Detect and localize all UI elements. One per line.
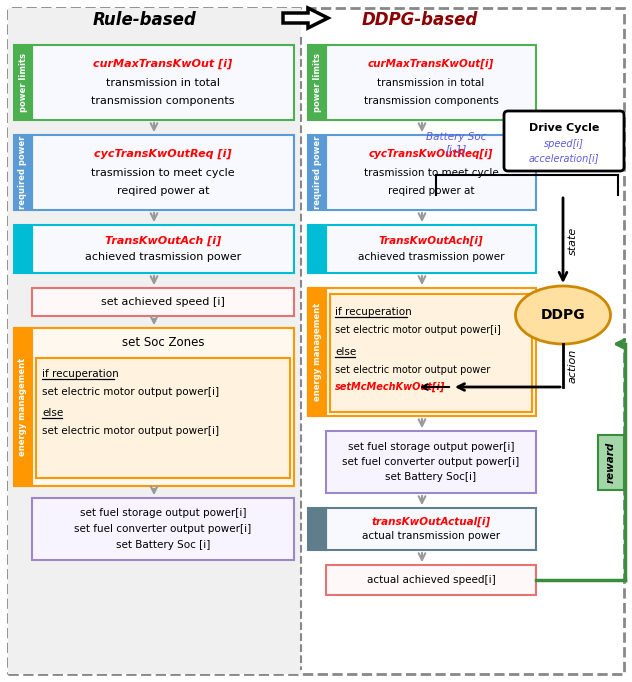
Bar — [32, 288, 294, 316]
Text: action: action — [568, 349, 578, 383]
Bar — [14, 328, 294, 486]
Bar — [14, 328, 32, 486]
Text: DDPG-based: DDPG-based — [362, 11, 478, 29]
FancyBboxPatch shape — [504, 111, 624, 171]
Text: power limits: power limits — [18, 53, 28, 112]
Bar — [14, 45, 32, 120]
Bar — [326, 135, 536, 210]
Bar — [308, 288, 536, 416]
Text: trasmission to meet cycle: trasmission to meet cycle — [363, 168, 499, 177]
Text: actual achieved speed[i]: actual achieved speed[i] — [367, 575, 495, 585]
Bar — [32, 225, 294, 273]
Text: set Soc Zones: set Soc Zones — [122, 336, 204, 349]
Text: acceleration[i]: acceleration[i] — [529, 153, 599, 163]
Bar — [326, 508, 536, 550]
Text: transmission components: transmission components — [363, 96, 499, 106]
Text: curMaxTransKwOut [i]: curMaxTransKwOut [i] — [94, 59, 233, 69]
Bar — [326, 431, 536, 493]
Text: set Battery Soc [i]: set Battery Soc [i] — [116, 539, 210, 550]
Text: power limits: power limits — [312, 53, 322, 112]
Text: TransKwOutAch [i]: TransKwOutAch [i] — [105, 236, 221, 246]
Text: set fuel converter output power[i]: set fuel converter output power[i] — [343, 457, 520, 467]
Text: set fuel converter output power[i]: set fuel converter output power[i] — [75, 524, 252, 534]
Text: achieved trasmission power: achieved trasmission power — [85, 252, 241, 262]
Text: if recuperation: if recuperation — [335, 307, 412, 317]
Bar — [14, 135, 32, 210]
Text: Rule-based: Rule-based — [93, 11, 197, 29]
Text: set electric motor output power: set electric motor output power — [335, 365, 490, 375]
Text: reqired power at: reqired power at — [117, 186, 209, 196]
Text: setMcMechKwOut[i]: setMcMechKwOut[i] — [335, 382, 446, 392]
Text: trasmission to meet cycle: trasmission to meet cycle — [91, 168, 235, 177]
Bar — [308, 508, 326, 550]
Bar — [326, 225, 536, 273]
Text: set fuel storage output power[i]: set fuel storage output power[i] — [80, 509, 246, 518]
Text: actual transmission power: actual transmission power — [362, 531, 500, 541]
Text: set Battery Soc[i]: set Battery Soc[i] — [386, 473, 477, 482]
Text: Battery Soc
[i-1]: Battery Soc [i-1] — [426, 132, 486, 154]
Text: else: else — [335, 347, 356, 357]
Text: DDPG: DDPG — [541, 308, 585, 322]
Text: transmission components: transmission components — [91, 96, 234, 106]
Bar — [326, 45, 536, 120]
Text: curMaxTransKwOut[i]: curMaxTransKwOut[i] — [368, 59, 494, 69]
Bar — [308, 225, 326, 273]
Text: energy management: energy management — [18, 358, 28, 456]
Bar — [32, 498, 294, 560]
Text: set achieved speed [i]: set achieved speed [i] — [101, 297, 225, 307]
Bar — [330, 294, 532, 412]
Bar — [598, 434, 624, 490]
Bar — [14, 225, 32, 273]
Polygon shape — [283, 8, 328, 28]
Text: reward: reward — [606, 441, 616, 483]
Bar — [308, 45, 326, 120]
Text: set electric motor output power[i]: set electric motor output power[i] — [42, 426, 219, 436]
Text: cycTransKwOutReq[i]: cycTransKwOutReq[i] — [369, 149, 493, 159]
Text: required power: required power — [312, 136, 322, 209]
Text: speed[i]: speed[i] — [544, 139, 584, 149]
Text: energy management: energy management — [312, 303, 322, 401]
Text: set electric motor output power[i]: set electric motor output power[i] — [335, 325, 501, 335]
Text: Drive Cycle: Drive Cycle — [529, 123, 599, 133]
Text: set electric motor output power[i]: set electric motor output power[i] — [42, 387, 219, 397]
Text: else: else — [42, 408, 63, 418]
Bar — [32, 135, 294, 210]
Bar — [308, 288, 326, 416]
Text: reqired power at: reqired power at — [388, 186, 474, 196]
Text: state: state — [568, 226, 578, 254]
Bar — [326, 565, 536, 595]
Text: transKwOutActual[i]: transKwOutActual[i] — [372, 517, 490, 527]
Text: cycTransKwOutReq [i]: cycTransKwOutReq [i] — [94, 149, 232, 159]
Bar — [308, 135, 326, 210]
Bar — [36, 358, 290, 478]
Text: transmission in total: transmission in total — [377, 78, 485, 87]
Text: if recuperation: if recuperation — [42, 369, 119, 379]
Text: TransKwOutAch[i]: TransKwOutAch[i] — [379, 236, 483, 246]
Text: transmission in total: transmission in total — [106, 78, 220, 87]
Text: set fuel storage output power[i]: set fuel storage output power[i] — [348, 441, 514, 451]
Bar — [8, 8, 301, 674]
Bar — [32, 45, 294, 120]
Ellipse shape — [516, 286, 611, 344]
Text: achieved trasmission power: achieved trasmission power — [358, 252, 504, 262]
Text: required power: required power — [18, 136, 28, 209]
